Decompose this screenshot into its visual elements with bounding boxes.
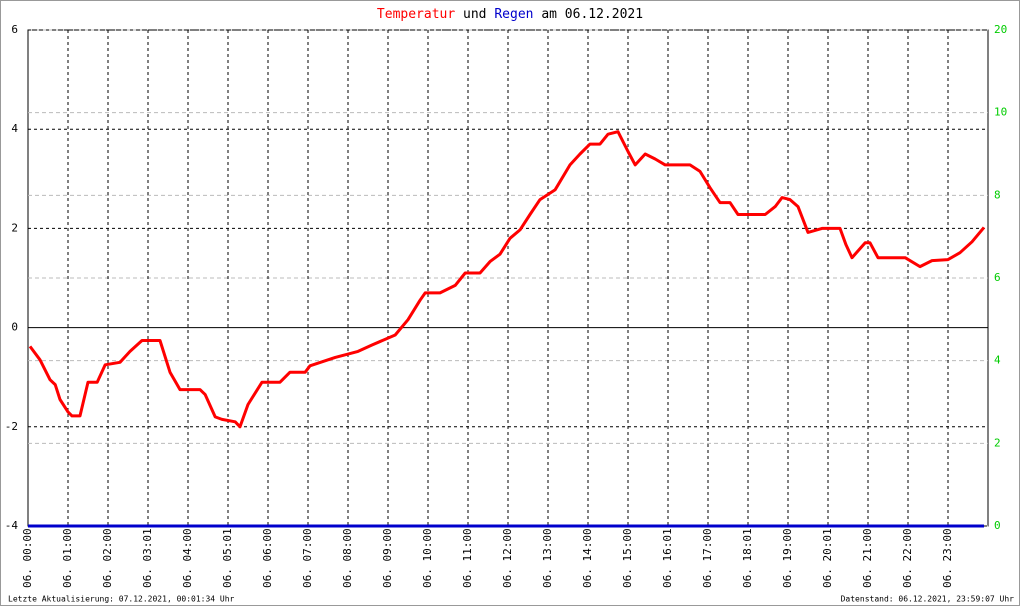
x-tick-label: 06. 11:00 bbox=[461, 528, 474, 588]
x-tick-label: 06. 07:00 bbox=[301, 528, 314, 588]
x-tick-label: 06. 23:00 bbox=[941, 528, 954, 588]
title-part: und bbox=[463, 7, 486, 22]
x-tick-label: 06. 21:00 bbox=[861, 528, 874, 588]
y-tick-label: 4 bbox=[11, 122, 18, 135]
series-line bbox=[28, 130, 986, 429]
y-tick-label: -2 bbox=[5, 420, 18, 433]
y2-tick-label: 10 bbox=[994, 106, 1007, 119]
x-tick-label: 06. 03:01 bbox=[141, 528, 154, 588]
x-tick-label: 06. 12:00 bbox=[501, 528, 514, 588]
title-part: Temperatur bbox=[377, 7, 455, 22]
y2-tick-label: 20 bbox=[994, 23, 1007, 36]
x-tick-label: 06. 05:01 bbox=[221, 528, 234, 588]
title-part: Regen bbox=[494, 7, 533, 22]
x-tick-label: 06. 14:00 bbox=[581, 528, 594, 588]
x-tick-label: 06. 20:01 bbox=[821, 528, 834, 588]
x-tick-label: 06. 06:00 bbox=[261, 528, 274, 588]
title-part: am 06.12.2021 bbox=[541, 7, 643, 22]
x-tick-label: 06. 01:00 bbox=[61, 528, 74, 588]
y2-tick-label: 6 bbox=[994, 271, 1001, 284]
x-tick-label: 06. 02:00 bbox=[101, 528, 114, 588]
x-tick-label: 06. 10:00 bbox=[421, 528, 434, 588]
x-tick-label: 06. 08:00 bbox=[341, 528, 354, 588]
x-tick-label: 06. 09:00 bbox=[381, 528, 394, 588]
y2-tick-label: 0 bbox=[994, 519, 1001, 532]
x-tick-label: 06. 04:00 bbox=[181, 528, 194, 588]
y-tick-label: 6 bbox=[11, 23, 18, 36]
footer-right: Datenstand: 06.12.2021, 23:59:07 Uhr bbox=[841, 595, 1015, 604]
x-tick-label: 06. 13:00 bbox=[541, 528, 554, 588]
x-tick-label: 06. 15:00 bbox=[621, 528, 634, 588]
y2-tick-label: 4 bbox=[994, 354, 1001, 367]
x-tick-label: 06. 00:00 bbox=[21, 528, 34, 588]
x-tick-label: 06. 22:00 bbox=[901, 528, 914, 588]
y-tick-label: -4 bbox=[5, 519, 19, 532]
footer-left: Letzte Aktualisierung: 07.12.2021, 00:01… bbox=[8, 595, 235, 604]
chart-title: Temperatur und Regen am 06.12.2021 bbox=[377, 7, 643, 22]
y2-tick-label: 8 bbox=[994, 188, 1001, 201]
x-tick-label: 06. 17:00 bbox=[701, 528, 714, 588]
x-tick-label: 06. 16:01 bbox=[661, 528, 674, 588]
y2-tick-label: 2 bbox=[994, 436, 1001, 449]
x-tick-label: 06. 19:00 bbox=[781, 528, 794, 588]
y-tick-label: 0 bbox=[11, 321, 18, 334]
y-tick-label: 2 bbox=[11, 221, 18, 234]
x-tick-label: 06. 18:01 bbox=[741, 528, 754, 588]
